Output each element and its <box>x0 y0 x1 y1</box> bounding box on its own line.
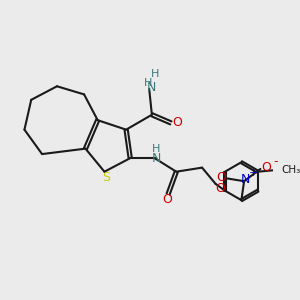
Text: S: S <box>102 171 110 184</box>
Text: O: O <box>216 171 226 184</box>
Text: N: N <box>146 81 156 94</box>
Text: H: H <box>150 69 159 79</box>
Text: CH₃: CH₃ <box>281 165 300 175</box>
Text: -: - <box>273 155 278 168</box>
Text: H: H <box>152 145 160 154</box>
Text: O: O <box>162 194 172 206</box>
Text: O: O <box>173 116 183 129</box>
Text: N: N <box>152 152 161 165</box>
Text: N: N <box>241 173 250 186</box>
Text: H: H <box>144 78 152 88</box>
Text: O: O <box>215 182 225 195</box>
Text: O: O <box>261 161 271 174</box>
Text: +: + <box>249 168 258 178</box>
